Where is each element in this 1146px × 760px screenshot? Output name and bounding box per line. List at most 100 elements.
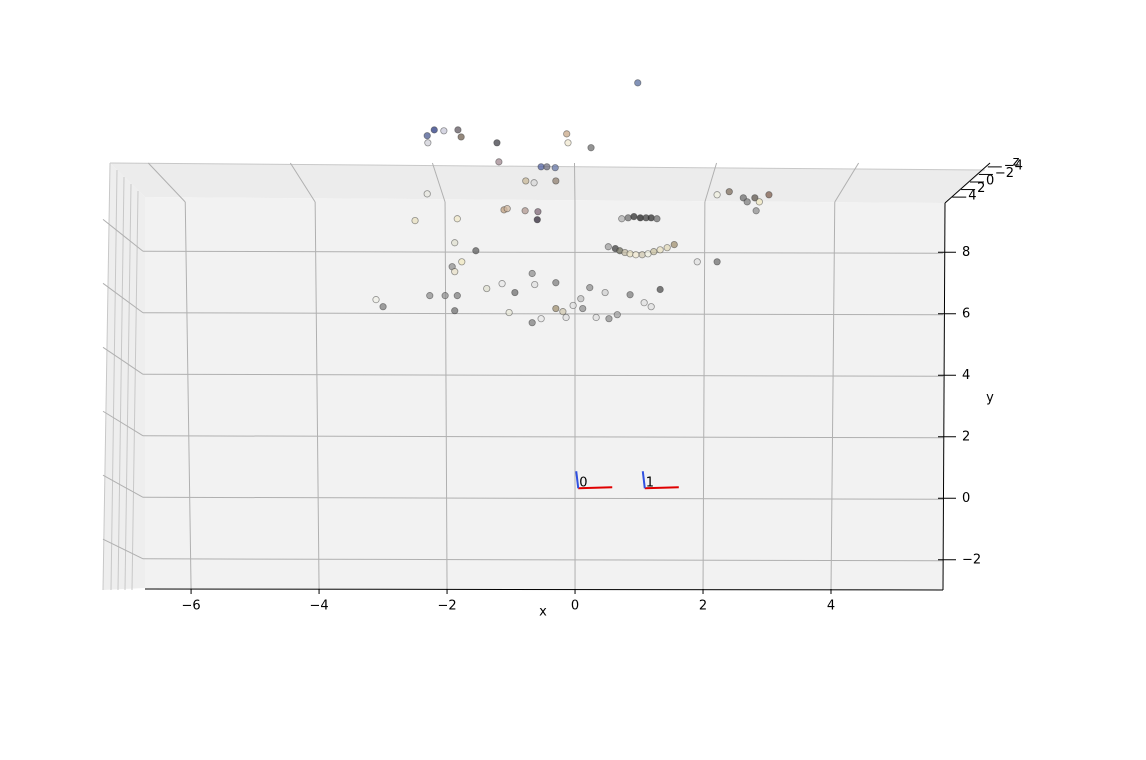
grid-line <box>704 162 718 203</box>
point <box>592 313 600 322</box>
x-tick-label: −2 <box>437 599 456 614</box>
point <box>626 291 634 299</box>
point <box>511 288 519 297</box>
z-tick-label: 2 <box>977 181 985 196</box>
point <box>638 251 646 259</box>
grid-line <box>102 282 144 314</box>
grid-line <box>102 218 144 252</box>
back-pane <box>145 197 945 590</box>
point <box>663 244 671 252</box>
point <box>552 177 560 185</box>
point <box>624 214 632 222</box>
z-axis-label: z <box>1013 155 1020 170</box>
camera-label: 0 <box>579 476 587 491</box>
point <box>579 304 587 313</box>
point <box>751 194 759 202</box>
point <box>521 207 529 215</box>
point <box>653 215 661 223</box>
point <box>543 163 551 171</box>
camera-axis-x <box>644 486 679 490</box>
point <box>495 158 503 166</box>
point <box>451 307 459 315</box>
point <box>533 216 541 224</box>
camera-axis-y <box>575 471 580 489</box>
point <box>656 246 664 254</box>
grid-line <box>702 201 706 590</box>
point <box>630 213 638 221</box>
grid-line <box>431 162 446 203</box>
point <box>411 217 419 225</box>
grid-line <box>834 162 860 203</box>
grid-line <box>314 201 320 590</box>
camera <box>641 471 679 490</box>
point <box>379 303 387 311</box>
point <box>765 191 773 199</box>
point <box>458 258 466 266</box>
point <box>562 313 570 322</box>
grid-line <box>102 538 144 560</box>
point <box>528 319 536 327</box>
point <box>552 279 560 287</box>
x-axis-line <box>144 588 944 591</box>
x-tick-label: 4 <box>827 599 835 614</box>
point <box>372 296 380 304</box>
point <box>528 269 536 278</box>
point <box>423 190 431 198</box>
point <box>453 215 461 223</box>
point <box>647 303 655 311</box>
point <box>755 198 763 206</box>
z-axis-line <box>944 162 991 204</box>
point <box>752 207 760 215</box>
point <box>551 164 559 172</box>
point <box>457 133 465 141</box>
point <box>613 311 621 319</box>
point <box>647 214 655 222</box>
point <box>713 258 721 266</box>
y-tick-label: 6 <box>962 306 970 321</box>
point <box>522 177 530 185</box>
grid-line <box>147 162 186 203</box>
point <box>472 247 480 255</box>
point <box>454 126 462 134</box>
point <box>483 284 491 293</box>
camera <box>575 471 613 490</box>
point <box>530 179 538 187</box>
grid-line <box>289 162 316 203</box>
point <box>577 295 585 303</box>
grid-line <box>142 312 944 316</box>
point <box>563 130 571 138</box>
y-tick-label: 0 <box>962 491 970 506</box>
grid-line <box>444 201 448 590</box>
point <box>586 284 594 292</box>
point <box>650 248 658 256</box>
point <box>423 132 431 140</box>
point <box>505 308 513 317</box>
point <box>534 208 542 216</box>
grid-line <box>102 346 144 375</box>
grid-line <box>830 201 836 590</box>
point <box>693 258 701 266</box>
z-tick-label: −2 <box>995 166 1014 181</box>
point <box>626 250 634 258</box>
point <box>503 205 511 213</box>
point <box>430 126 438 134</box>
point <box>493 139 501 147</box>
point <box>618 215 626 223</box>
point <box>725 188 733 196</box>
point <box>531 280 539 289</box>
z-tick-label: 0 <box>986 174 994 189</box>
point <box>605 315 613 323</box>
point <box>632 251 640 259</box>
x-tick-label: −6 <box>181 599 200 614</box>
grid-line <box>142 435 944 439</box>
point <box>670 240 678 249</box>
z-tick-label: 4 <box>968 189 976 204</box>
point <box>426 292 434 300</box>
grid-line <box>102 474 144 498</box>
point <box>601 288 609 297</box>
y-tick-label: 8 <box>962 245 970 260</box>
camera-axis-y <box>641 471 646 489</box>
point <box>453 292 461 300</box>
point <box>743 198 751 206</box>
